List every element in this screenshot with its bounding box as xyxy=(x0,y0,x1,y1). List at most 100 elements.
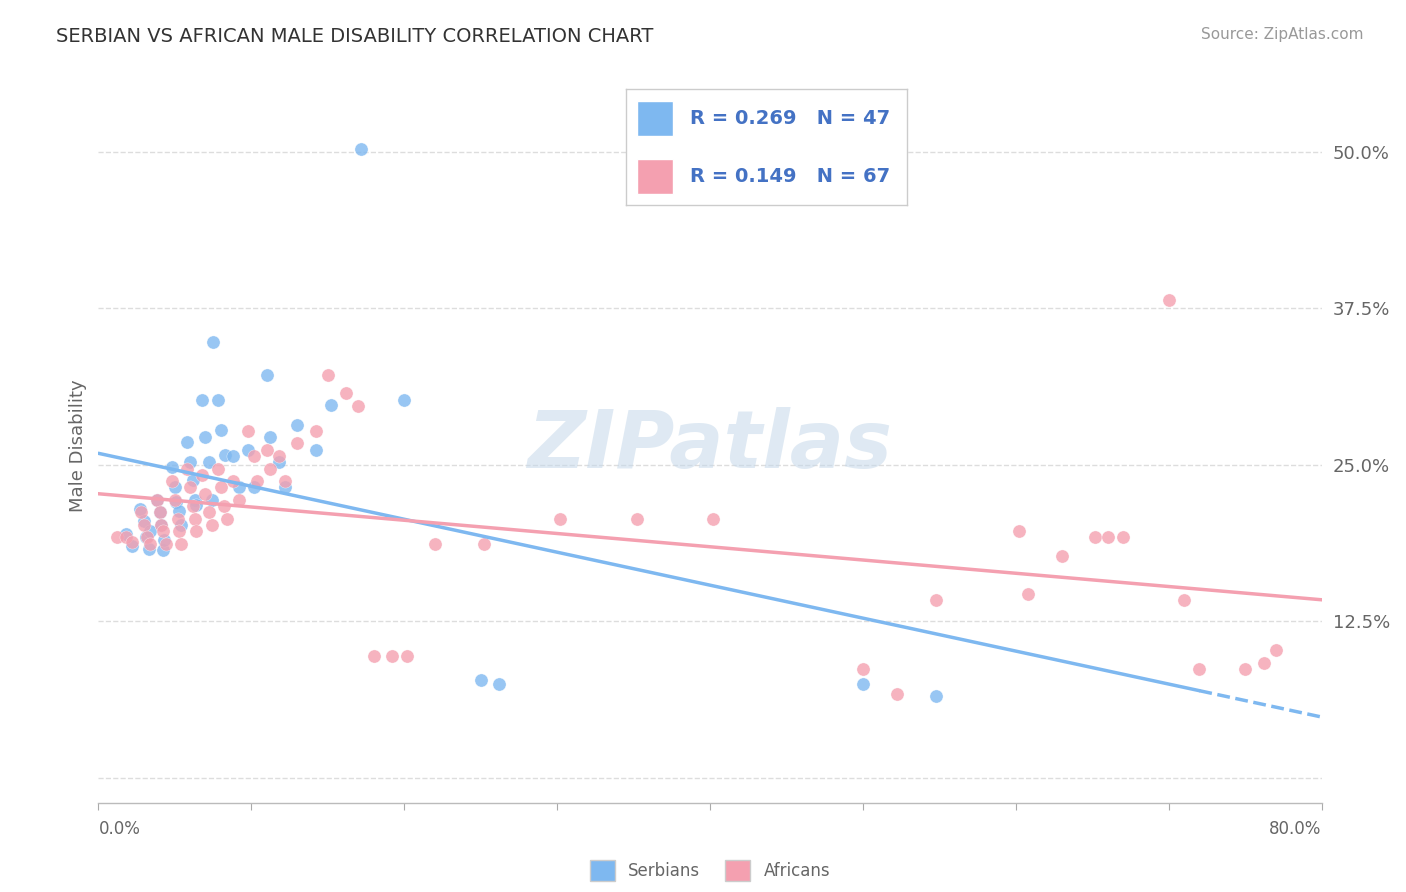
Point xyxy=(319,398,342,412)
Point xyxy=(179,455,201,469)
Point xyxy=(423,536,446,550)
Point xyxy=(150,517,173,532)
Point xyxy=(274,474,297,488)
Text: 0.0%: 0.0% xyxy=(98,820,141,838)
Text: SERBIAN VS AFRICAN MALE DISABILITY CORRELATION CHART: SERBIAN VS AFRICAN MALE DISABILITY CORRE… xyxy=(56,27,654,45)
Point xyxy=(155,536,177,550)
Point xyxy=(222,449,245,463)
Point xyxy=(1084,530,1107,544)
Point xyxy=(184,492,207,507)
Point xyxy=(145,492,167,507)
Point xyxy=(163,480,186,494)
Point xyxy=(129,505,152,519)
Point xyxy=(1188,662,1211,676)
Text: ZIPatlas: ZIPatlas xyxy=(527,407,893,485)
Point xyxy=(163,492,186,507)
Point xyxy=(1253,656,1275,670)
Point xyxy=(304,442,326,457)
Point xyxy=(1264,643,1286,657)
Point xyxy=(285,436,308,450)
Point xyxy=(194,486,217,500)
Point xyxy=(1173,593,1195,607)
Point xyxy=(139,524,162,538)
Point xyxy=(165,495,187,509)
Legend: Serbians, Africans: Serbians, Africans xyxy=(583,854,837,888)
Point xyxy=(228,480,250,494)
Point xyxy=(316,368,339,382)
Point xyxy=(381,649,404,664)
Point xyxy=(274,480,297,494)
Point xyxy=(128,501,150,516)
Point xyxy=(243,480,266,494)
Point xyxy=(1112,530,1135,544)
Point xyxy=(1234,662,1257,676)
Point xyxy=(191,392,214,407)
Point xyxy=(209,423,232,437)
Point xyxy=(350,142,373,156)
Point xyxy=(304,424,326,438)
Point xyxy=(160,460,183,475)
Point xyxy=(202,335,225,350)
Point xyxy=(200,492,222,507)
Point xyxy=(145,492,167,507)
Point xyxy=(169,524,191,538)
Point xyxy=(186,524,208,538)
Point xyxy=(1157,293,1180,307)
Point xyxy=(548,511,571,525)
Point xyxy=(1050,549,1073,564)
Point xyxy=(134,517,156,532)
Point xyxy=(135,530,157,544)
Point xyxy=(169,504,191,518)
Point xyxy=(852,662,875,676)
FancyBboxPatch shape xyxy=(637,159,673,194)
Point xyxy=(138,541,160,556)
Y-axis label: Male Disability: Male Disability xyxy=(69,380,87,512)
Point xyxy=(259,430,281,444)
Point xyxy=(256,442,278,457)
Point xyxy=(472,536,495,550)
Point xyxy=(167,511,190,525)
Point xyxy=(243,449,266,463)
Point xyxy=(702,511,724,525)
Point xyxy=(212,499,235,513)
Point xyxy=(228,492,250,507)
Point xyxy=(256,368,278,382)
Text: R = 0.269   N = 47: R = 0.269 N = 47 xyxy=(690,109,890,128)
Point xyxy=(186,498,208,512)
FancyBboxPatch shape xyxy=(637,101,673,136)
Point xyxy=(197,505,219,519)
Point xyxy=(170,536,193,550)
Point xyxy=(149,505,172,519)
Point xyxy=(207,461,229,475)
Point xyxy=(207,392,229,407)
Point xyxy=(285,417,308,432)
Point xyxy=(170,517,193,532)
Point xyxy=(488,677,510,691)
Point xyxy=(215,511,238,525)
Point xyxy=(925,593,948,607)
Point xyxy=(149,505,172,519)
Point xyxy=(925,690,948,704)
Point xyxy=(179,480,201,494)
Point xyxy=(160,474,183,488)
Point xyxy=(470,673,492,687)
Point xyxy=(176,435,198,450)
Point xyxy=(1008,524,1031,538)
Point xyxy=(194,430,217,444)
Point xyxy=(200,517,222,532)
Point xyxy=(181,473,204,487)
Point xyxy=(153,533,176,547)
Point xyxy=(1097,530,1119,544)
Text: R = 0.149   N = 67: R = 0.149 N = 67 xyxy=(690,167,890,186)
Point xyxy=(238,424,260,438)
Point xyxy=(139,536,162,550)
Point xyxy=(191,467,214,482)
Point xyxy=(626,511,648,525)
Point xyxy=(259,461,281,475)
Point xyxy=(214,448,236,462)
Point xyxy=(886,687,908,701)
Point xyxy=(184,511,207,525)
Point xyxy=(396,649,419,664)
Point xyxy=(121,535,143,549)
Point xyxy=(363,649,385,664)
